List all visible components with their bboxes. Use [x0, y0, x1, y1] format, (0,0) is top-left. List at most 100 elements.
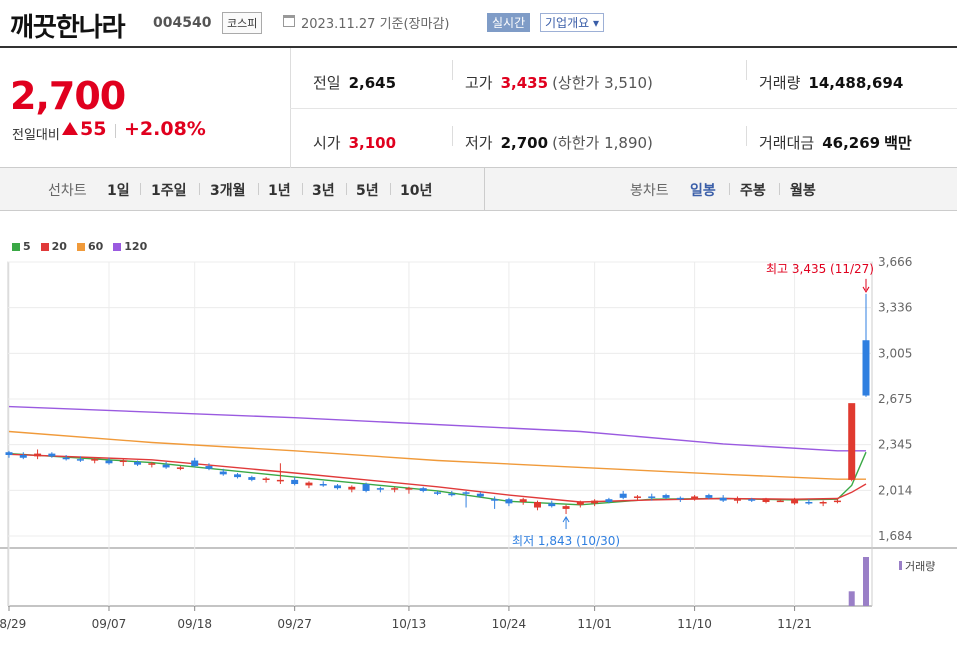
candle-body: [505, 499, 513, 504]
candle-body: [319, 484, 327, 486]
x-tick-label: 11/10: [677, 617, 712, 631]
legend-swatch: [113, 243, 122, 251]
stock-name: 깨끗한나라: [10, 13, 126, 43]
candle-body: [105, 460, 113, 464]
legend-item-ma60: 60: [76, 240, 103, 253]
candle-body: [391, 488, 399, 490]
divider: [452, 126, 453, 146]
candle-body: [162, 464, 170, 468]
realtime-button[interactable]: 실시간: [487, 13, 531, 32]
divider: [452, 60, 453, 80]
x-tick-label: 09/07: [92, 617, 127, 631]
y-tick-label: 2,014: [878, 483, 912, 497]
tab-1w[interactable]: 1주일: [151, 183, 187, 199]
company-overview-dropdown[interactable]: 기업개요 ▾: [540, 13, 604, 32]
candle-body: [648, 496, 656, 498]
divider: [302, 183, 303, 195]
legend-swatch: [40, 243, 49, 251]
quote-panel: 2,700 전일대비 55 +2.08% 전일 2,645 시가 3,100 고가 3…: [0, 46, 957, 168]
candle-body: [176, 467, 184, 469]
low-price: 저가 2,700 (하한가 1,890): [465, 134, 653, 152]
as-of-date: 2023.11.27 기준(장마감): [301, 17, 450, 32]
tab-3y[interactable]: 3년: [312, 183, 335, 199]
candle-body: [805, 501, 813, 504]
divider: [390, 183, 391, 195]
candle-body: [819, 501, 827, 504]
candle-body: [519, 499, 527, 502]
x-tick-label: 09/27: [277, 617, 312, 631]
candle-body: [848, 403, 856, 480]
max-arrow-head: [862, 286, 870, 293]
stock-header: 깨끗한나라 004540 코스피 2023.11.27 기준(장마감) 실시간 …: [0, 0, 957, 46]
candle-body: [34, 453, 42, 457]
candle-body: [234, 474, 242, 478]
candle-body: [705, 495, 713, 498]
y-tick-label: 1,684: [878, 529, 912, 543]
tab-monthly[interactable]: 월봉: [790, 183, 816, 199]
divider: [779, 183, 780, 195]
current-price: 2,700: [10, 74, 126, 118]
candle-body: [419, 488, 427, 491]
candle-body: [562, 506, 570, 509]
tab-10y[interactable]: 10년: [400, 183, 433, 199]
calendar-icon: [283, 15, 295, 27]
candle-body: [205, 466, 213, 469]
stock-code: 004540: [153, 15, 212, 31]
y-tick-label: 2,675: [878, 392, 912, 406]
tab-1y[interactable]: 1년: [268, 183, 291, 199]
tab-3m[interactable]: 3개월: [210, 183, 246, 199]
high-price: 고가 3,435 (상한가 3,510): [465, 74, 653, 92]
candle-body: [291, 479, 299, 485]
x-tick-label: 09/18: [177, 617, 212, 631]
candle-body: [762, 499, 770, 502]
tab-daily[interactable]: 일봉: [690, 183, 716, 199]
chart-tabs: 선차트 1일 1주일 3개월 1년 3년 5년 10년 봉차트 일봉 주봉 월봉: [0, 168, 957, 211]
candle-body: [591, 500, 599, 504]
divider: [346, 183, 347, 195]
tab-weekly[interactable]: 주봉: [740, 183, 766, 199]
open-price: 시가 3,100: [313, 134, 397, 152]
candle-body: [605, 499, 613, 502]
candle-body: [148, 463, 156, 465]
candle-chart-label: 봉차트: [630, 183, 669, 199]
candle-body: [862, 340, 870, 396]
candle-body: [305, 482, 313, 486]
candle-body: [448, 493, 456, 496]
legend-swatch: [12, 243, 20, 251]
legend-item-ma5: 5: [12, 240, 31, 253]
candle-body: [276, 479, 284, 482]
volume: 거래량 14,488,694: [759, 74, 904, 92]
candle-body: [719, 497, 727, 501]
y-tick-label: 3,336: [878, 301, 912, 315]
divider: [746, 126, 747, 146]
tab-1d[interactable]: 1일: [107, 183, 130, 199]
candle-body: [776, 500, 784, 503]
candle-body: [5, 452, 13, 455]
candle-body: [491, 499, 499, 501]
divider: [258, 183, 259, 195]
divider: [484, 168, 485, 210]
candle-body: [676, 497, 684, 500]
y-tick-label: 2,345: [878, 438, 912, 452]
candle-body: [62, 457, 70, 460]
candle-body: [633, 496, 641, 498]
y-tick-label: 3,005: [878, 346, 912, 360]
y-tick-label: 3,666: [878, 255, 912, 269]
divider: [729, 183, 730, 195]
candle-body: [362, 484, 370, 491]
tab-5y[interactable]: 5년: [356, 183, 379, 199]
divider: [290, 108, 957, 109]
volume-legend-swatch: [899, 561, 902, 570]
legend-item-ma20: 20: [40, 240, 67, 253]
ma-line-60: [8, 430, 866, 480]
min-arrow-head: [562, 516, 570, 523]
candle-body: [334, 485, 342, 489]
change-amount: 55: [62, 118, 106, 140]
candle-body: [191, 460, 199, 467]
candle-body: [548, 503, 556, 507]
divider: [140, 183, 141, 195]
candle-body: [76, 459, 84, 461]
min-annotation: 최저 1,843 (10/30): [512, 534, 620, 548]
candle-body: [791, 499, 799, 504]
